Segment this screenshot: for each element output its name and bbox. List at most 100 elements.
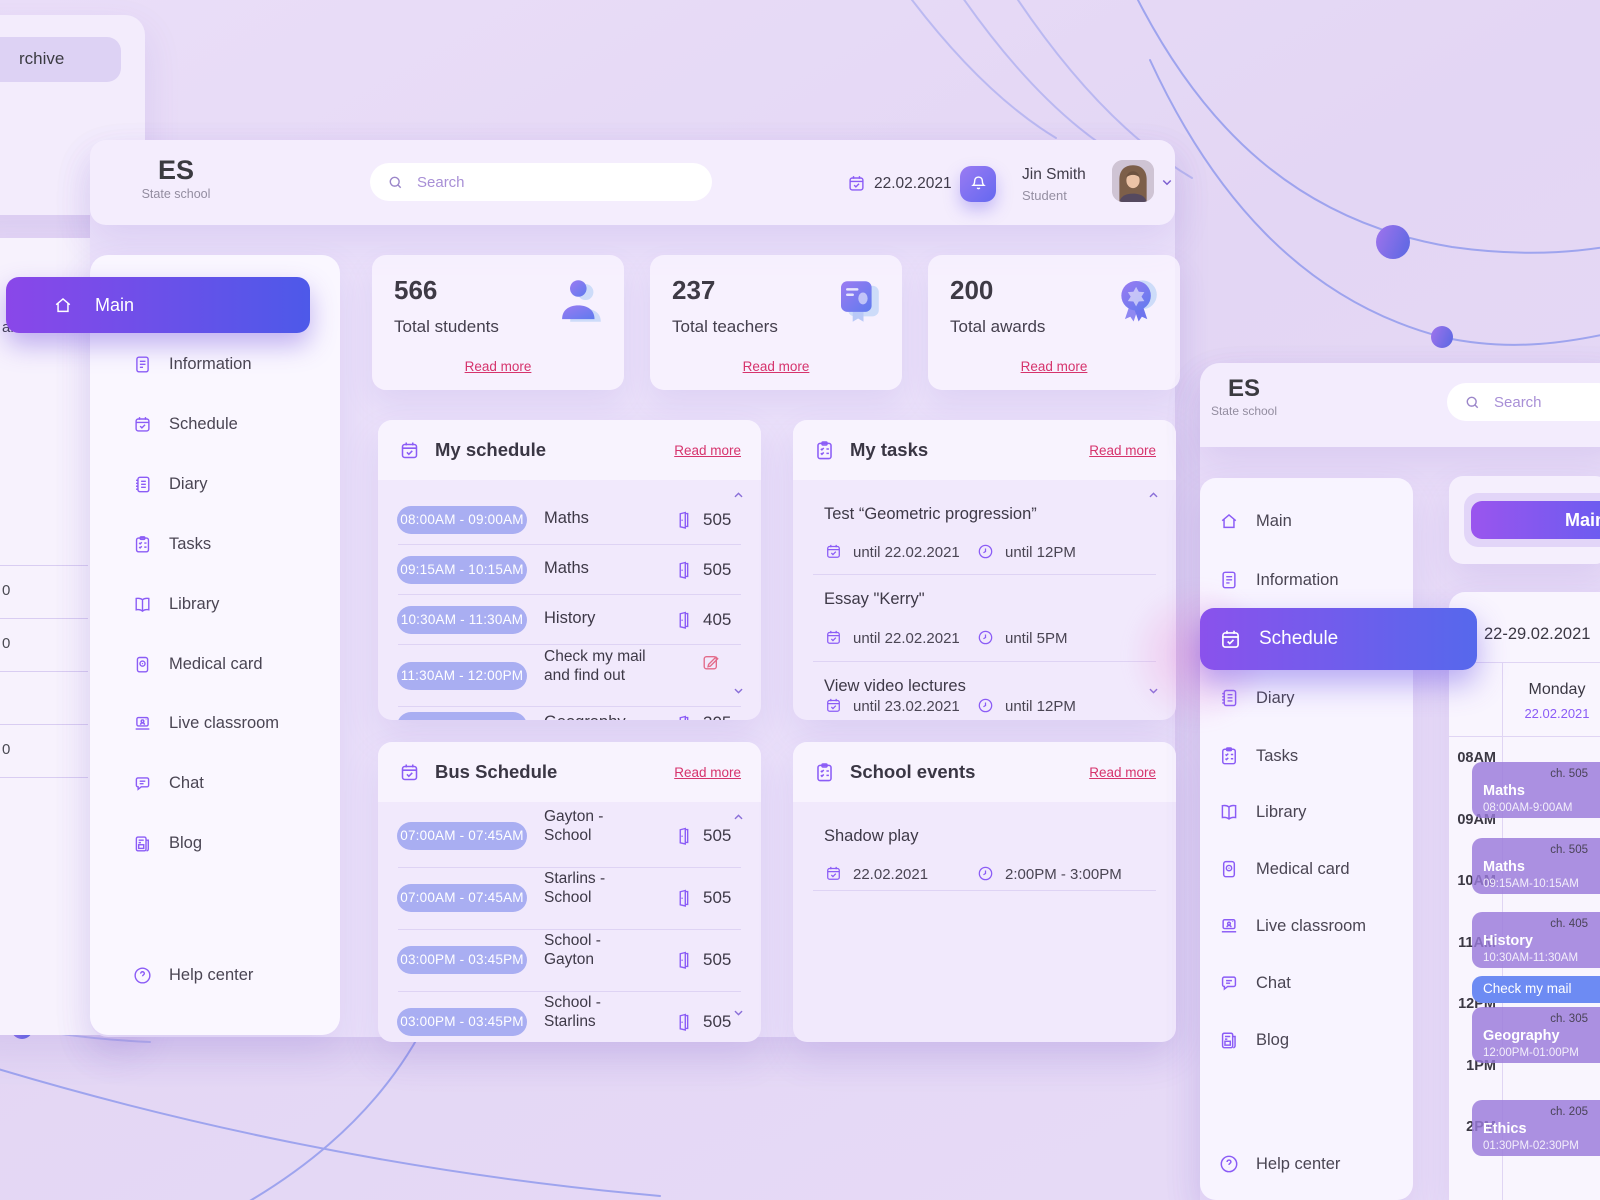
sidebar-item-information[interactable]: Information (1218, 565, 1339, 595)
stat-card-awards: 200 Total awards Read more (928, 255, 1180, 390)
tasks-icon (1222, 747, 1236, 765)
read-more-link[interactable]: Read more (674, 764, 741, 780)
calendar-event-history[interactable]: ch. 405 History 10:30AM-11:30AM (1472, 912, 1600, 968)
room-number: 305 (703, 713, 731, 720)
read-more-link[interactable]: Read more (742, 359, 810, 374)
scroll-up-icon[interactable] (730, 809, 747, 826)
calendar-event-maths-1[interactable]: ch. 505 Maths 08:00AM-9:00AM (1472, 762, 1600, 818)
stat-value: 566 (394, 275, 438, 305)
table-row-line (0, 777, 88, 778)
home-icon (1221, 514, 1237, 529)
task-due-time: until 12PM (1005, 698, 1076, 715)
sidebar-item-label: Information (169, 354, 252, 373)
notifications-button[interactable] (960, 166, 996, 202)
sidebar-item-chat[interactable]: Chat (132, 768, 204, 798)
live-classroom-icon (134, 716, 151, 730)
read-more-link[interactable]: Read more (464, 359, 532, 374)
bus-route: Gayton (544, 951, 594, 968)
table-cell-value: 0 (2, 582, 11, 599)
task-name: View video lectures (824, 677, 966, 695)
sidebar-item-label: Chat (169, 773, 204, 792)
sidebar-item-chat[interactable]: Chat (1218, 968, 1291, 998)
event-title: Maths (1483, 783, 1525, 799)
read-more-link[interactable]: Read more (1089, 764, 1156, 780)
sidebar-item-label: Schedule (169, 414, 238, 433)
sidebar-item-help-center[interactable]: Help center (1218, 1149, 1340, 1179)
door-icon (679, 511, 689, 529)
logo-subtitle: State school (141, 187, 211, 201)
week-schedule-card: 22-29.02.2021 Monday 22.02.2021 (1449, 592, 1600, 1200)
read-more-link[interactable]: Read more (1089, 442, 1156, 458)
day-name: Monday (1528, 681, 1586, 698)
search-field[interactable] (1447, 383, 1600, 421)
door-icon (679, 611, 689, 629)
scroll-down-icon[interactable] (730, 1004, 747, 1021)
event-room: ch. 505 (1550, 768, 1588, 780)
tasks-icon (817, 440, 832, 459)
table-row-line (0, 618, 88, 619)
door-icon (679, 827, 689, 845)
sidebar-item-live-classroom[interactable]: Live classroom (132, 708, 279, 738)
sidebar-item-label: Information (1256, 570, 1339, 589)
sidebar-item-diary[interactable]: Diary (132, 469, 208, 499)
time-pill: 09:15AM - 10:15AM (397, 556, 527, 584)
sidebar-item-help-center[interactable]: Help center (132, 960, 253, 990)
sidebar-item-schedule[interactable]: Schedule (132, 409, 238, 439)
event-name: Shadow play (824, 827, 919, 845)
sidebar-item-main[interactable]: Main (6, 277, 310, 333)
sidebar-item-library[interactable]: Library (132, 589, 219, 619)
stat-value: 237 (672, 275, 716, 305)
sidebar-item-label: Main (95, 294, 135, 315)
sidebar-item-library[interactable]: Library (1218, 797, 1306, 827)
sidebar-item-label: Schedule (1259, 628, 1339, 649)
stat-label: Total students (394, 317, 499, 336)
sidebar-item-medical-card[interactable]: Medical card (132, 649, 263, 679)
scroll-up-icon[interactable] (730, 487, 747, 504)
read-more-link[interactable]: Read more (1020, 359, 1088, 374)
sidebar-item-main[interactable]: Main (1218, 506, 1292, 536)
room-number: 505 (703, 560, 732, 579)
day-header-line (1449, 736, 1600, 737)
bus-route: School (544, 827, 592, 844)
logo: ES State school (1204, 375, 1284, 418)
sidebar-item-information[interactable]: Information (132, 349, 252, 379)
calendar-event-check-mail[interactable]: Check my mail (1472, 976, 1600, 1003)
user-menu-chevron-icon[interactable] (1158, 173, 1176, 191)
sidebar-item-live-classroom[interactable]: Live classroom (1218, 911, 1366, 941)
bus-route: School - (544, 994, 601, 1011)
search-input[interactable] (1492, 392, 1600, 412)
calendar-event-maths-2[interactable]: ch. 505 Maths 09:15AM-10:15AM (1472, 838, 1600, 894)
read-more-link[interactable]: Read more (674, 442, 741, 458)
sidebar-item-medical-card[interactable]: Medical card (1218, 854, 1350, 884)
time-pill: 08:00AM - 09:00AM (397, 506, 527, 534)
archive-button-label: rchive (19, 49, 65, 68)
bus-route: School (544, 889, 592, 906)
search-input[interactable] (415, 172, 648, 192)
calendar-icon (401, 763, 418, 780)
main-button[interactable]: Main (1471, 501, 1600, 539)
calendar-icon (401, 441, 418, 458)
sidebar-item-tasks[interactable]: Tasks (1218, 741, 1298, 771)
room-number: 405 (703, 610, 732, 629)
sidebar-item-tasks[interactable]: Tasks (132, 529, 211, 559)
chat-icon (1221, 976, 1237, 990)
search-field[interactable] (370, 163, 712, 201)
search-icon (1466, 396, 1479, 408)
sidebar-item-label: Blog (1256, 1030, 1290, 1049)
sidebar-item-blog[interactable]: Blog (132, 828, 202, 858)
sidebar-item-label: Live classroom (169, 713, 280, 732)
calendar-event-geography[interactable]: ch. 305 Geography 12:00PM-01:00PM (1472, 1007, 1600, 1063)
calendar-event-ethics[interactable]: ch. 205 Ethics 01:30PM-02:30PM (1472, 1100, 1600, 1156)
time-pill: 12:00PM - 1:00PM (397, 712, 527, 720)
scroll-down-icon[interactable] (730, 682, 747, 699)
avatar[interactable] (1112, 160, 1154, 202)
scroll-up-icon[interactable] (1145, 487, 1162, 504)
students-icon (562, 280, 601, 322)
sidebar-item-blog[interactable]: Blog (1218, 1025, 1289, 1055)
edit-icon[interactable] (700, 651, 722, 673)
library-icon (1221, 804, 1237, 820)
archive-button[interactable]: rchive (0, 37, 121, 82)
sidebar-item-schedule-active[interactable]: Schedule (1200, 608, 1477, 670)
sidebar-item-diary[interactable]: Diary (1218, 683, 1295, 713)
diary-icon (135, 476, 150, 492)
